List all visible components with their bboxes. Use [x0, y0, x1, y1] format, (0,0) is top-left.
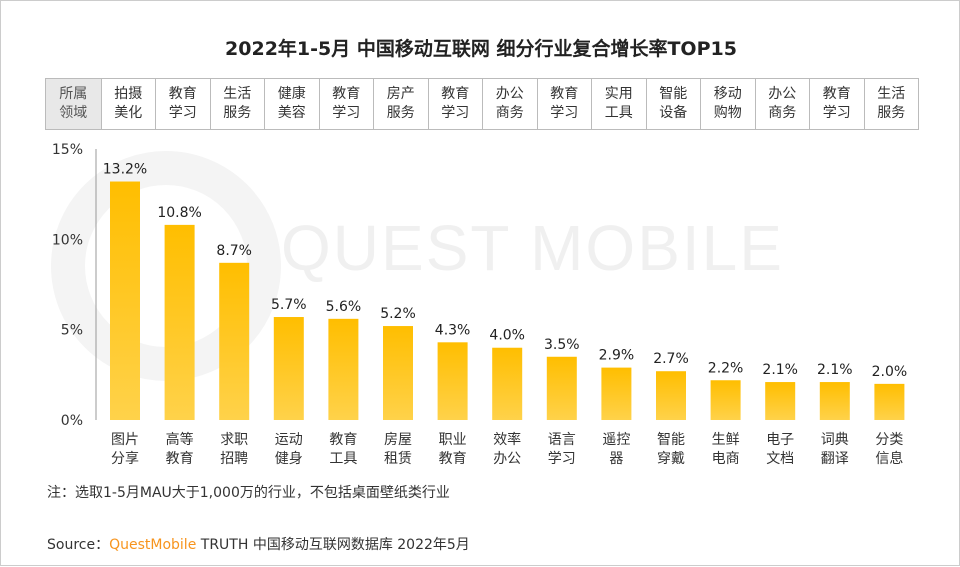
watermark-text: QUEST MOBILE [281, 212, 784, 284]
domain-cell: 教育 学习 [318, 79, 374, 129]
bar-value-label: 4.3% [435, 322, 471, 338]
category-label: 职业教育 [439, 432, 467, 467]
source-prefix: Source： [47, 537, 110, 553]
category-label: 分类信息 [875, 432, 903, 467]
source-brand: QuestMobile [109, 537, 197, 553]
bar-value-label: 2.9% [599, 348, 635, 364]
domain-cell: 移动 购物 [700, 79, 755, 129]
chart-title: 2022年1-5月 中国移动互联网 细分行业复合增长率TOP15 [225, 38, 737, 60]
bar-value-label: 3.5% [544, 337, 580, 353]
bar [437, 342, 468, 420]
y-tick-label: 15% [52, 142, 83, 158]
bar-value-label: 13.2% [103, 162, 147, 178]
bar-value-label: 5.7% [271, 297, 307, 313]
source-rest: TRUTH 中国移动互联网数据库 2022年5月 [196, 537, 470, 553]
bar [874, 383, 905, 420]
category-label: 词典翻译 [821, 432, 849, 467]
category-label: 房屋租赁 [384, 432, 412, 467]
bar [383, 326, 413, 420]
bar [765, 382, 796, 420]
category-label: 电子文档 [766, 432, 794, 467]
category-label: 教育工具 [329, 432, 357, 467]
category-label: 图片分享 [111, 432, 139, 467]
domain-cell: 生活 服务 [209, 79, 265, 129]
bar-value-label: 5.2% [380, 306, 416, 322]
bar [328, 318, 359, 420]
bar [273, 317, 304, 420]
domain-cell: 拍摄 美化 [100, 79, 156, 129]
bar [819, 382, 850, 420]
category-label: 高等教育 [166, 431, 194, 467]
domain-row: 所属 领域 拍摄 美化 教育 学习 生活 服务 健康 美容 教育 学习 房产 服务 教育 学… [45, 78, 919, 130]
category-label: 生鲜电商 [712, 432, 740, 467]
category-label: 遥控器 [602, 432, 630, 467]
domain-cell: 智能 设备 [645, 79, 701, 129]
category-label: 求职招聘 [220, 432, 248, 467]
domain-cell: 办公 商务 [482, 79, 537, 129]
bar-value-label: 2.2% [708, 360, 744, 376]
bar-value-label: 10.8% [157, 205, 201, 221]
bar-value-label: 5.6% [326, 299, 362, 315]
category-label: 智能穿戴 [657, 432, 685, 467]
bar [546, 356, 577, 420]
domain-header: 所属 领域 [46, 79, 101, 129]
domain-cell: 教育 学习 [155, 79, 210, 129]
domain-cell: 房产 服务 [373, 79, 428, 129]
y-tick-label: 0% [61, 413, 83, 429]
domain-cell: 实用 工具 [591, 79, 646, 129]
bar-value-label: 4.0% [489, 328, 525, 344]
bar [110, 181, 140, 420]
bar [492, 347, 523, 420]
bar-value-label: 2.1% [817, 362, 853, 378]
bar-value-label: 8.7% [216, 243, 252, 259]
footnote: 注：选取1-5月MAU大于1,000万的行业，不包括桌面壁纸类行业 [47, 485, 450, 501]
domain-cell: 教育 学习 [536, 79, 592, 129]
bar [710, 380, 741, 420]
domain-cell: 健康 美容 [264, 79, 319, 129]
domain-cell: 生活 服务 [863, 79, 919, 129]
bar-value-label: 2.0% [872, 364, 908, 380]
category-label: 语言学习 [548, 432, 576, 467]
source-line: Source：QuestMobile TRUTH 中国移动互联网数据库 2022… [47, 534, 470, 554]
bar [656, 371, 686, 420]
category-label: 效率办公 [493, 431, 521, 467]
bar-value-label: 2.1% [762, 362, 798, 378]
bar-value-label: 2.7% [653, 351, 689, 367]
bar [601, 367, 632, 420]
y-tick-label: 10% [52, 232, 83, 248]
domain-cell: 教育 学习 [809, 79, 864, 129]
domain-cell: 教育 学习 [427, 79, 483, 129]
category-label: 运动健身 [275, 432, 303, 467]
bar [219, 262, 250, 420]
domain-cell: 办公 商务 [754, 79, 810, 129]
y-tick-label: 5% [61, 323, 83, 339]
bar [164, 224, 195, 420]
